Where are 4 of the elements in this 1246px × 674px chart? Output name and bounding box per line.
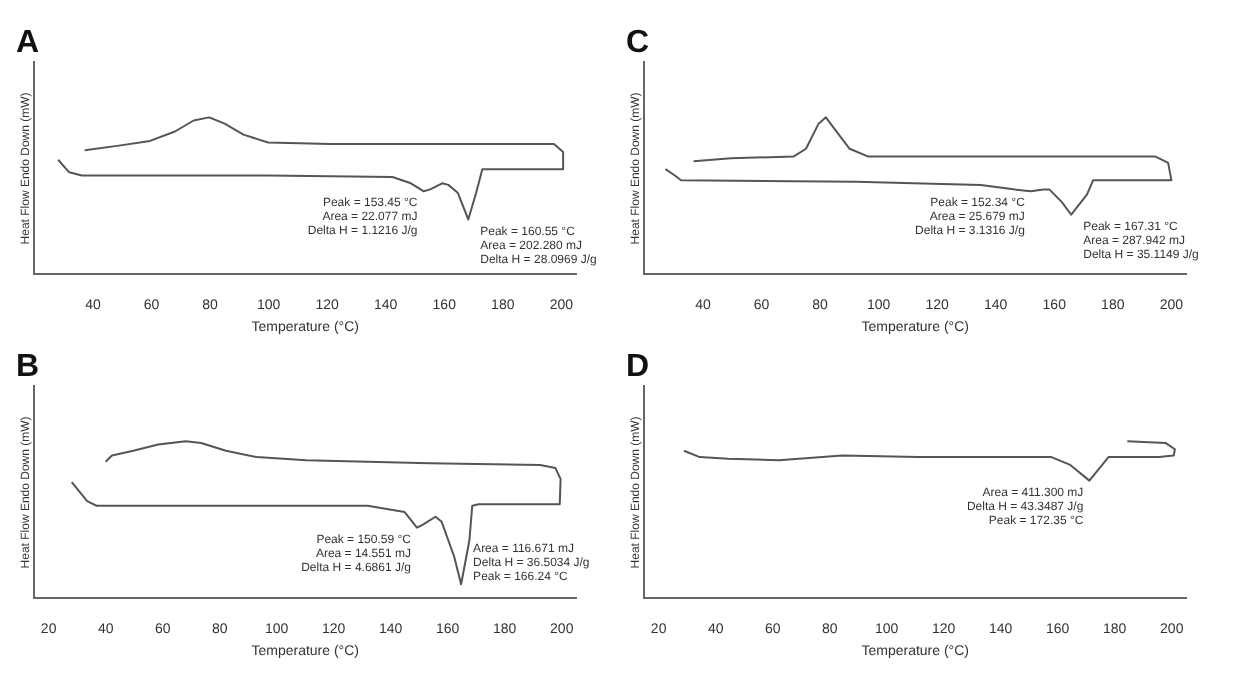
chart-title: A — [16, 26, 40, 61]
chart-title: B — [16, 350, 40, 385]
chart-title: D — [626, 350, 650, 385]
chart-title: C — [626, 26, 650, 61]
